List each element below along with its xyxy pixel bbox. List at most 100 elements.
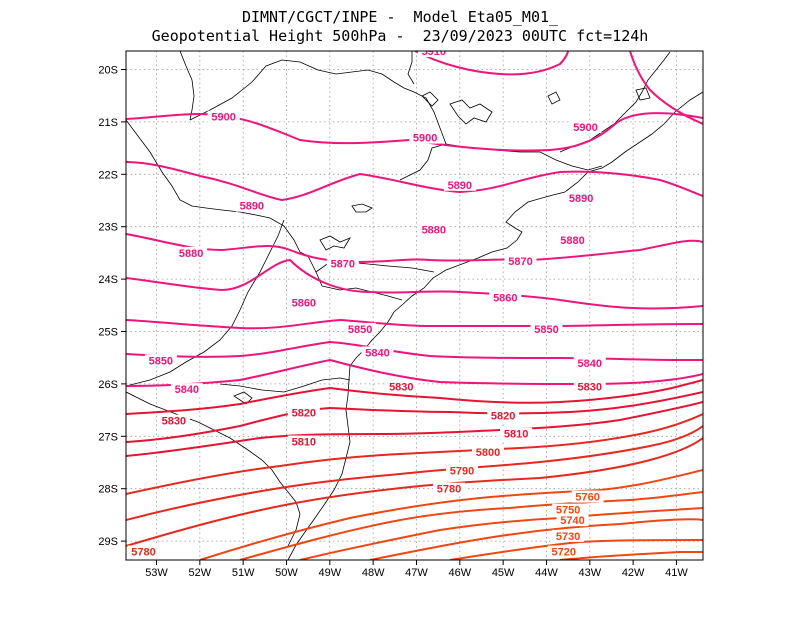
- contour-label: 5720: [552, 547, 576, 559]
- contour-label: 5900: [211, 112, 235, 124]
- lat-tick-label: 22S: [98, 169, 118, 181]
- plot-frame: [125, 50, 704, 561]
- contour-label: 5840: [578, 358, 602, 370]
- contour-line: [239, 491, 703, 560]
- map-title-line-2: Geopotential Height 500hPa - 23/09/2023 …: [151, 27, 649, 45]
- contour-line: [126, 319, 703, 330]
- contour-label: 5830: [578, 382, 602, 394]
- height-contours: [126, 51, 703, 560]
- lat-tick-label: 20S: [98, 65, 118, 77]
- contour-label: 5760: [575, 492, 599, 504]
- contour-label-background: [127, 545, 160, 558]
- contour-label-background: [443, 178, 476, 191]
- contour-label: 5750: [556, 505, 580, 517]
- border-ms-mt: [179, 51, 195, 121]
- political-borders: [126, 51, 703, 560]
- lon-tick-label: 41W: [665, 567, 688, 579]
- contour-label-background: [432, 482, 465, 495]
- contour-label: 5890: [448, 180, 472, 192]
- contour-label-background: [569, 121, 602, 134]
- border-argentina: [126, 391, 301, 547]
- lon-tick-label: 43W: [578, 567, 601, 579]
- reservoir-small: [421, 91, 439, 107]
- contour-label-background: [157, 414, 190, 427]
- contour-label: 5820: [292, 408, 316, 420]
- lat-tick-label: 24S: [98, 274, 118, 286]
- lon-tick-label: 49W: [319, 567, 342, 579]
- border-parana-river: [126, 219, 285, 387]
- lagoa-rio: [635, 87, 651, 101]
- contour-label: 5900: [413, 133, 437, 145]
- contour-label: 5780: [437, 484, 461, 496]
- contour-label-background: [170, 383, 203, 396]
- contour-label-background: [287, 406, 320, 419]
- contour-label: 5890: [240, 201, 264, 213]
- contour-label-background: [487, 409, 520, 422]
- contour-line: [299, 507, 703, 560]
- contour-label-background: [565, 191, 598, 204]
- lagoa-ilha: [547, 91, 561, 105]
- lat-tick-label: 27S: [98, 431, 118, 443]
- contour-label-background: [144, 354, 177, 367]
- reservoir-iguacu: [233, 391, 253, 405]
- contour-label-background: [552, 529, 585, 542]
- contour-label: 5870: [331, 258, 355, 270]
- contour-label: 5800: [476, 447, 500, 459]
- contour-label-background: [471, 446, 504, 459]
- lon-tick-label: 47W: [405, 567, 428, 579]
- contour-line: [559, 551, 703, 560]
- contour-line: [126, 341, 703, 361]
- contour-label: 5850: [149, 355, 173, 367]
- contour-label: 5820: [491, 410, 515, 422]
- contour-label-background: [504, 254, 537, 267]
- border-west: [126, 119, 323, 287]
- contour-label: 5870: [508, 256, 532, 268]
- contour-line: [126, 391, 703, 443]
- lon-tick-label: 51W: [232, 567, 255, 579]
- border-mg-es: [559, 51, 671, 153]
- contour-label-background: [556, 233, 589, 246]
- contour-label: 5850: [348, 324, 372, 336]
- lat-tick-label: 25S: [98, 327, 118, 339]
- contour-label-background: [573, 380, 606, 393]
- lon-tick-label: 48W: [362, 567, 385, 579]
- contour-label-background: [175, 246, 208, 259]
- contour-line: [126, 233, 703, 263]
- contour-label-background: [287, 435, 320, 448]
- lon-tick-label: 53W: [145, 567, 168, 579]
- axis-ticks: 53W 52W 51W 50W 49W 48W 47W 46W 45W 44W 43W 42W 41W 2…: [98, 65, 688, 580]
- contour-label: 5860: [493, 292, 517, 304]
- contour-label: 5840: [175, 384, 199, 396]
- contour-label: 5810: [292, 437, 316, 449]
- contour-label: 5810: [504, 429, 528, 441]
- lon-tick-label: 46W: [448, 567, 471, 579]
- contour-label-background: [409, 131, 442, 144]
- contour-label: 5850: [534, 324, 558, 336]
- contour-label: 5780: [131, 547, 155, 559]
- contour-label-background: [445, 464, 478, 477]
- contour-labels: 5910 5900 5900 5900 5890 5890 5890 5880 5880 5880…: [127, 46, 606, 559]
- reservoir-tiete: [351, 203, 373, 213]
- contour-label: 5880: [179, 248, 203, 260]
- contour-label: 5910: [422, 46, 446, 58]
- contour-label: 5880: [560, 235, 584, 247]
- lat-tick-label: 28S: [98, 484, 118, 496]
- contour-label: 5880: [422, 224, 446, 236]
- contour-label: 5740: [560, 515, 584, 527]
- contour-label-background: [500, 427, 533, 440]
- contour-label-background: [361, 346, 394, 359]
- border-sc-rs: [219, 377, 351, 393]
- lon-tick-label: 52W: [189, 567, 212, 579]
- contour-line: [126, 161, 703, 201]
- lon-tick-label: 42W: [622, 567, 645, 579]
- lat-tick-label: 23S: [98, 222, 118, 234]
- contour-line: [126, 259, 703, 310]
- contour-label: 5790: [450, 465, 474, 477]
- contour-label: 5860: [292, 298, 316, 310]
- lon-tick-label: 45W: [492, 567, 515, 579]
- contour-label-background: [287, 296, 320, 309]
- contour-label-background: [235, 199, 268, 212]
- reservoir-paranapanema: [319, 235, 351, 251]
- contour-line: [126, 401, 703, 457]
